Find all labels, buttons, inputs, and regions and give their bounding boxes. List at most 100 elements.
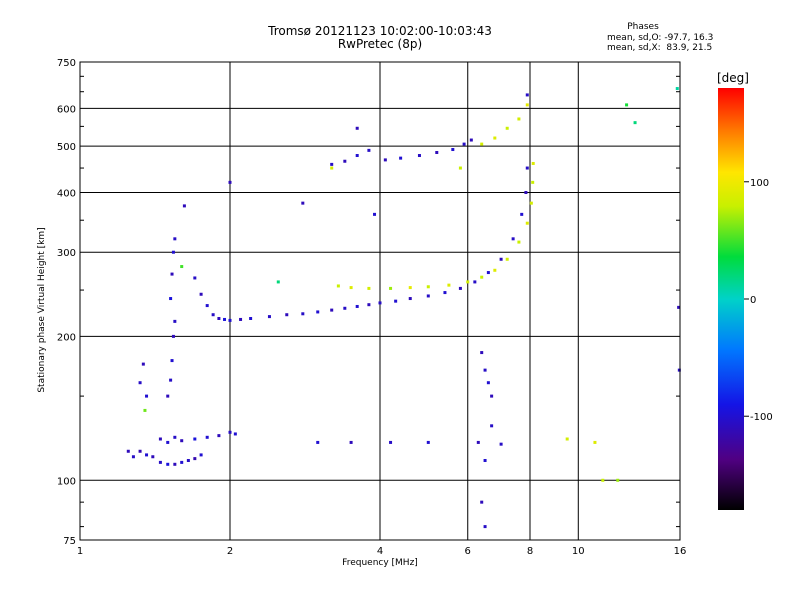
data-point-o bbox=[173, 237, 177, 241]
data-point-x bbox=[625, 103, 629, 107]
data-point-x bbox=[447, 283, 451, 287]
data-point-o bbox=[394, 299, 398, 303]
phases-line-x: mean, sd,X: 83.9, 21.5 bbox=[607, 43, 713, 53]
colorbar-tick-label: 100 bbox=[750, 178, 769, 189]
data-point-o bbox=[158, 437, 162, 441]
data-point-x bbox=[525, 221, 529, 225]
data-point-o bbox=[169, 378, 173, 382]
y-tick-label: 100 bbox=[57, 476, 76, 487]
data-point-x bbox=[529, 201, 533, 205]
data-point-x bbox=[389, 286, 393, 290]
data-point-o bbox=[285, 313, 289, 317]
data-point-x bbox=[505, 126, 509, 130]
data-point-o bbox=[343, 159, 347, 163]
data-point-o bbox=[462, 142, 466, 146]
data-point-x bbox=[143, 408, 147, 412]
data-point-x bbox=[593, 440, 597, 444]
data-point-o bbox=[173, 319, 177, 323]
data-point-o bbox=[511, 237, 515, 241]
y-tick-label: 500 bbox=[57, 142, 76, 153]
y-tick-label: 200 bbox=[57, 332, 76, 343]
data-point-o bbox=[677, 305, 681, 309]
data-point-o bbox=[451, 148, 455, 152]
data-point-o bbox=[355, 304, 359, 308]
data-point-o bbox=[490, 394, 494, 398]
data-points bbox=[126, 87, 681, 529]
data-point-x bbox=[480, 142, 484, 146]
data-point-x bbox=[408, 286, 412, 290]
data-point-x bbox=[531, 161, 535, 165]
chart-subtitle: RwPretec (8p) bbox=[337, 37, 423, 51]
data-point-o bbox=[355, 154, 359, 158]
data-point-o bbox=[524, 190, 528, 194]
data-point-x bbox=[349, 286, 353, 290]
data-point-o bbox=[499, 442, 503, 446]
y-tick-label: 600 bbox=[57, 104, 76, 115]
data-point-o bbox=[249, 316, 253, 320]
data-point-o bbox=[399, 156, 403, 160]
y-tick-label: 75 bbox=[63, 536, 76, 547]
y-tick-label: 300 bbox=[57, 248, 76, 259]
data-point-o bbox=[483, 368, 487, 372]
x-tick-label: 16 bbox=[674, 546, 687, 557]
data-point-o bbox=[443, 291, 447, 295]
data-point-x bbox=[525, 103, 529, 107]
data-point-o bbox=[343, 306, 347, 310]
data-point-x bbox=[531, 180, 535, 184]
data-point-o bbox=[228, 180, 232, 184]
data-point-o bbox=[169, 297, 173, 301]
axis-ticks: 1 2 4 6 8 10 16 75 100 200 300 400 500 600 750 bbox=[57, 58, 686, 557]
data-point-x bbox=[426, 285, 430, 289]
data-point-o bbox=[499, 257, 503, 261]
data-point-o bbox=[145, 453, 149, 457]
data-point-o bbox=[378, 301, 382, 305]
data-point-x bbox=[675, 87, 679, 91]
data-point-o bbox=[330, 308, 334, 312]
data-point-o bbox=[151, 455, 155, 459]
data-point-o bbox=[480, 351, 484, 355]
data-point-o bbox=[525, 93, 529, 97]
data-point-o bbox=[211, 313, 215, 317]
data-point-o bbox=[173, 435, 177, 439]
data-point-o bbox=[180, 460, 184, 464]
plot-frame bbox=[79, 61, 681, 541]
data-point-x bbox=[276, 280, 280, 284]
data-point-x bbox=[517, 240, 521, 244]
data-point-o bbox=[473, 280, 477, 284]
colorbar-tick-label: -100 bbox=[750, 412, 773, 423]
data-point-o bbox=[458, 286, 462, 290]
data-point-o bbox=[355, 126, 359, 130]
data-point-o bbox=[138, 381, 142, 385]
data-point-o bbox=[199, 453, 203, 457]
data-point-o bbox=[138, 449, 142, 453]
data-point-o bbox=[205, 304, 209, 308]
data-point-o bbox=[193, 457, 197, 461]
plot-grid bbox=[80, 62, 680, 540]
data-point-o bbox=[158, 460, 162, 464]
colorbar: 100 0 -100 bbox=[718, 88, 773, 510]
data-point-o bbox=[166, 462, 170, 466]
data-point-o bbox=[389, 440, 393, 444]
data-point-o bbox=[126, 449, 130, 453]
data-point-o bbox=[435, 150, 439, 154]
y-axis-label: Stationary phase Virtual Height [km] bbox=[37, 227, 47, 393]
phases-heading: Phases bbox=[627, 22, 659, 32]
data-point-o bbox=[141, 362, 145, 366]
data-point-o bbox=[383, 158, 387, 162]
data-point-x bbox=[480, 275, 484, 279]
data-point-o bbox=[316, 440, 320, 444]
data-point-x bbox=[367, 286, 371, 290]
data-point-o bbox=[193, 276, 197, 280]
data-point-o bbox=[480, 500, 484, 504]
data-point-o bbox=[301, 312, 305, 316]
data-point-o bbox=[180, 439, 184, 443]
data-point-o bbox=[490, 424, 494, 428]
data-point-o bbox=[171, 334, 175, 338]
data-point-o bbox=[476, 440, 480, 444]
x-tick-label: 2 bbox=[227, 546, 233, 557]
data-point-o bbox=[166, 394, 170, 398]
data-point-o bbox=[239, 317, 243, 321]
data-point-o bbox=[145, 394, 149, 398]
y-tick-label: 400 bbox=[57, 188, 76, 199]
